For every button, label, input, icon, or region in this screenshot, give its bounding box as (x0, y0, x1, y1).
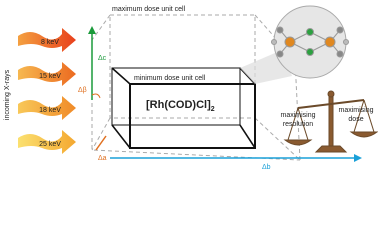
delta-a: Δa (98, 155, 107, 162)
arrowhead (88, 26, 96, 34)
delta-b: Δb (262, 164, 271, 171)
molecule (271, 26, 349, 58)
balance (283, 90, 378, 153)
xray-arrow (18, 130, 76, 154)
energy-label: 8 keV (41, 39, 59, 46)
balance-right: maximising (338, 107, 373, 114)
delta-a-arrow (95, 135, 107, 151)
energy-label: 25 keV (39, 141, 61, 148)
delta-beta: Δβ (78, 87, 87, 94)
balance-left: resolution (283, 121, 313, 128)
energy-label: 18 keV (39, 107, 61, 114)
xray-arrow (18, 96, 76, 120)
formula: [Rh(COD)Cl] (146, 99, 211, 111)
xray-arrow (18, 28, 76, 52)
xray-arrows (18, 28, 76, 154)
balance-right: dose (348, 116, 363, 123)
max-cell-label: maximum dose unit cell (112, 6, 186, 13)
side-label: incoming X-rays (4, 69, 11, 120)
compound-formula: [Rh(COD)Cl]2 (146, 99, 215, 113)
delta-c: Δc (98, 55, 107, 62)
energy-label: 15 keV (39, 73, 61, 80)
balance-left: maximising (280, 112, 315, 119)
xray-arrow (18, 62, 76, 86)
delta-beta-arc (91, 93, 101, 99)
graphical-abstract: 8 keV 15 keV 18 keV 25 keV incoming X-ra… (4, 5, 378, 171)
arrowhead (354, 154, 362, 162)
min-cell-label: minimum dose unit cell (134, 75, 206, 82)
formula-subscript: 2 (211, 106, 215, 113)
